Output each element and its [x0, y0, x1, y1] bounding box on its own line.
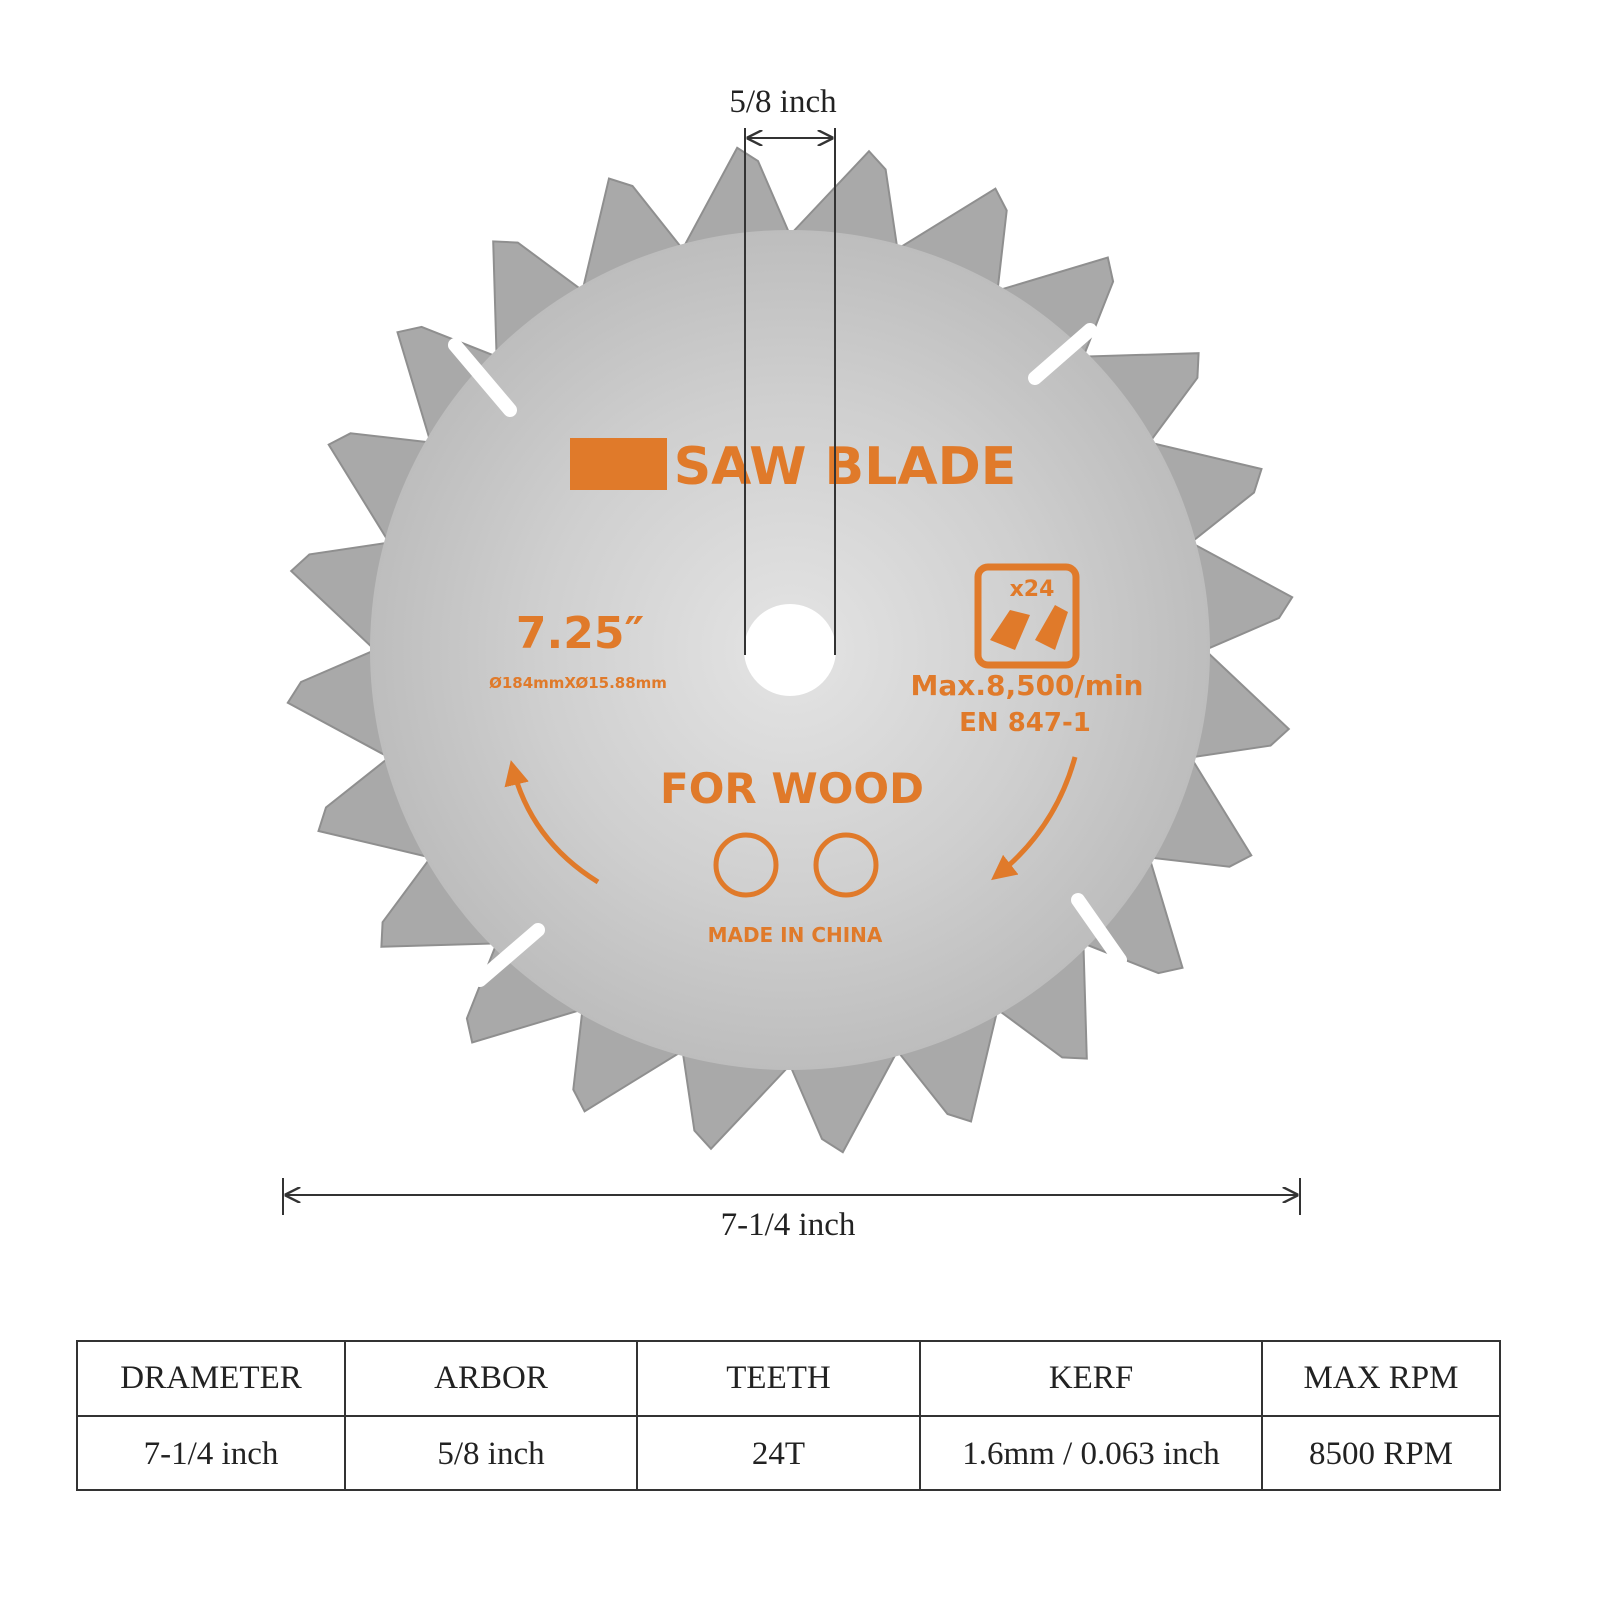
table-cell: 5/8 inch — [437, 1436, 545, 1472]
blade-title: SAW BLADE — [674, 437, 1017, 497]
table-header: MAX RPM — [1304, 1360, 1459, 1396]
teeth-badge: x24 — [1010, 577, 1055, 602]
saw-blade: SAW BLADE 7.25″ Ø184mmXØ15.88mm x24 Max.… — [286, 146, 1294, 1154]
table-header: TEETH — [726, 1360, 830, 1396]
ppe-icon — [713, 832, 779, 898]
use: FOR WOOD — [660, 764, 924, 813]
blade-size: 7.25″ — [516, 608, 644, 659]
arbor-label: 5/8 inch — [729, 84, 837, 120]
teeth-badge-frame — [974, 563, 1080, 669]
table-header: DRAMETER — [120, 1360, 302, 1396]
table-cell: 1.6mm / 0.063 inch — [962, 1436, 1220, 1472]
table-cell: 7-1/4 inch — [144, 1436, 279, 1472]
gloves-icon — [813, 832, 879, 898]
spec-table: DRAMETER ARBOR TEETH KERF MAX RPM 7-1/4 inch 5… — [76, 1340, 1501, 1491]
rotation-arrow — [504, 760, 600, 885]
max-speed: Max.8,500/min — [911, 669, 1144, 702]
diameter-dimension — [282, 1178, 1301, 1215]
diameter-label: 7-1/4 inch — [721, 1207, 856, 1243]
table-cell: 8500 RPM — [1309, 1436, 1453, 1472]
expansion-slots — [448, 323, 1127, 987]
teeth-icon — [990, 605, 1068, 650]
arbor-dimension — [744, 128, 836, 655]
size-detail: Ø184mmXØ15.88mm — [489, 674, 667, 692]
origin: MADE IN CHINA — [708, 923, 883, 947]
rotation-arrow — [991, 756, 1078, 881]
arbor-hole — [744, 604, 836, 696]
table-cell: 24T — [752, 1436, 805, 1472]
table-header: ARBOR — [434, 1360, 548, 1396]
table-header: KERF — [1049, 1360, 1133, 1396]
standard: EN 847-1 — [959, 708, 1091, 738]
label-block — [570, 438, 667, 490]
